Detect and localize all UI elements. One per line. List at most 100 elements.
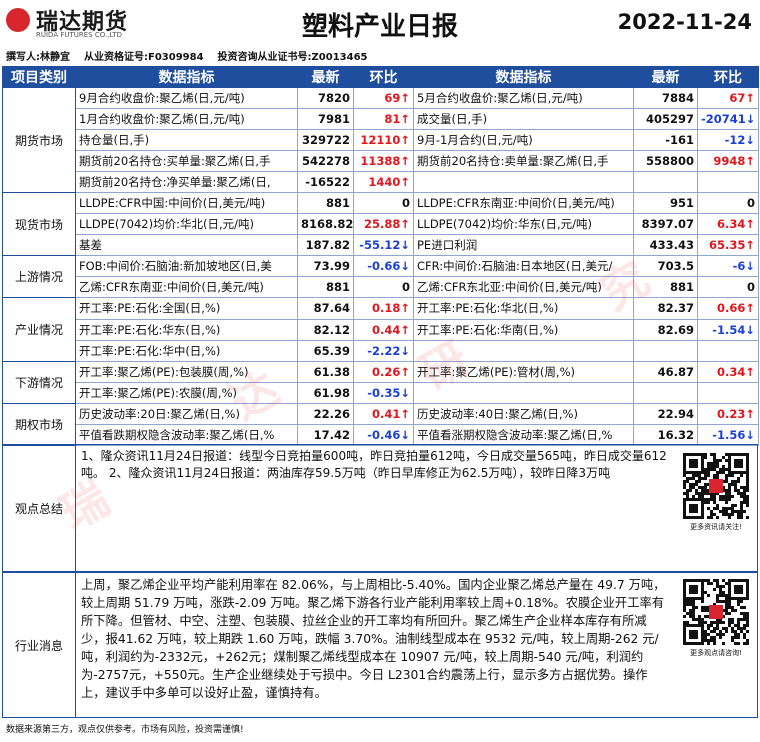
latest: 951 (633, 192, 698, 215)
empty-cell (697, 381, 759, 404)
empty-cell (413, 381, 634, 404)
indicator: CFR:中间价:石脑油:日本地区(日,美元/ (413, 255, 634, 278)
change: 11388↑ (353, 150, 414, 173)
empty-cell (413, 339, 634, 362)
logo-mark (6, 8, 30, 32)
latest: 7884 (633, 86, 698, 110)
indicator: 开工率:PE:石化:华中(日,%) (75, 339, 298, 362)
change: 1440↑ (353, 171, 414, 194)
change: 0.66↑ (697, 297, 759, 320)
column-header: 最新 (297, 66, 354, 88)
indicator: 持仓量(日,手) (75, 129, 298, 152)
latest: 433.43 (633, 234, 698, 257)
change: 0.44↑ (353, 318, 414, 341)
latest: 61.98 (297, 381, 354, 404)
change: -0.66↓ (353, 255, 414, 278)
change: 67↑ (697, 86, 759, 110)
latest: 881 (297, 276, 354, 299)
latest: 329722 (297, 129, 354, 152)
category: 期权市场 (2, 402, 76, 447)
change: -20741↓ (697, 108, 759, 131)
change: 81↑ (353, 108, 414, 131)
change: 0 (353, 192, 414, 215)
table-row: 下游情况 开工率:聚乙烯(PE):包装膜(周,%) 61.38 0.26↑ 开工率:聚乙… (2, 360, 759, 404)
latest: 82.37 (633, 297, 698, 320)
change: -1.56↓ (697, 423, 759, 447)
table-row: 开工率:PE:石化:华中(日,%) 65.39 -2.22↓ (3, 339, 759, 362)
indicator: 期货前20名持仓:买单量:聚乙烯(日,手 (75, 150, 298, 173)
latest: 881 (297, 192, 354, 215)
latest: 881 (633, 276, 698, 299)
change: 0.41↑ (353, 402, 414, 425)
category: 期货市场 (2, 86, 76, 194)
empty-cell (633, 339, 698, 362)
indicator: PE进口利润 (413, 234, 634, 257)
latest: 22.26 (297, 402, 354, 425)
indicator: 开工率:聚乙烯(PE):包装膜(周,%) (75, 360, 298, 383)
table-row: 平值看跌期权隐含波动率:聚乙烯(日,% 17.42 -0.46↓ 平值看涨期权隐含波动… (3, 423, 759, 447)
empty-cell (633, 171, 698, 194)
latest: 8397.07 (633, 213, 698, 236)
latest: -161 (633, 129, 698, 152)
empty-cell (697, 171, 759, 194)
indicator: LLDPE(7042)均价:华东(日,元/吨) (413, 213, 634, 236)
latest: 8168.82 (297, 213, 354, 236)
table-row: 乙烯:CFR东南亚:中间价(日,美元/吨) 881 0 乙烯:CFR东北亚:中间价(日… (3, 276, 759, 299)
indicator: 开工率:PE:石化:全国(日,%) (75, 297, 298, 320)
latest: 187.82 (297, 234, 354, 257)
change: 0.34↑ (697, 360, 759, 383)
indicator: 期货前20名持仓:卖单量:聚乙烯(日,手 (413, 150, 634, 173)
table-row: 开工率:聚乙烯(PE):农膜(周,%) 61.98 -0.35↓ (3, 381, 759, 404)
indicator: 开工率:聚乙烯(PE):管材(周,%) (413, 360, 634, 383)
title: 塑料产业日报 (301, 12, 458, 42)
data-table: 项目类别 数据指标 最新 环比 数据指标 最新 环比 期货市场 9月合约收盘价:聚乙烯(日,元… (2, 66, 759, 447)
empty-cell (633, 381, 698, 404)
license: 从业资格证号:F0309984 (84, 52, 204, 63)
block-label: 行业消息 (3, 573, 76, 717)
indicator: 平值看涨期权隐含波动率:聚乙烯(日,% (413, 423, 634, 447)
latest: 703.5 (633, 255, 698, 278)
block-label: 观点总结 (3, 445, 76, 571)
empty-cell (697, 339, 759, 362)
indicator: LLDPE:CFR东南亚:中间价(日,美元/吨) (413, 192, 634, 215)
change: 9948↑ (697, 150, 759, 173)
table-row: 开工率:PE:石化:华东(日,%) 82.12 0.44↑ 开工率:PE:石化:华南(… (3, 318, 759, 341)
latest: 61.38 (297, 360, 354, 383)
change: -12↓ (697, 129, 759, 152)
summary-text: 1、隆众资讯11月24日报道：线型今日竞拍量600吨，昨日竞拍量612吨，今日成… (81, 449, 667, 480)
indicator: 成交量(日,手) (413, 108, 634, 131)
latest: 405297 (633, 108, 698, 131)
qr-code: 更多观点请咨询! (683, 579, 749, 658)
author: 撰写人:林静宜 (6, 52, 70, 63)
latest: 22.94 (633, 402, 698, 425)
change: 0.18↑ (353, 297, 414, 320)
table-row: 期货前20名持仓:净买单量:聚乙烯(日, -16522 1440↑ (3, 171, 759, 194)
qr-image (683, 453, 749, 519)
latest: 7981 (297, 108, 354, 131)
change: 0.23↑ (697, 402, 759, 425)
footer: 数据来源第三方，观点仅供参考。市场有风险，投资需谨慎! (6, 725, 244, 735)
table-header: 项目类别 数据指标 最新 环比 数据指标 最新 环比 (2, 66, 759, 88)
indicator: 开工率:PE:石化:华南(日,%) (413, 318, 634, 341)
indicator: LLDPE(7042)均价:华北(日,元/吨) (75, 213, 298, 236)
indicator: 开工率:PE:石化:华北(日,%) (413, 297, 634, 320)
indicator: 开工率:聚乙烯(PE):农膜(周,%) (75, 381, 298, 404)
change: 0 (697, 276, 759, 299)
table-row: 1月合约收盘价:聚乙烯(日,元/吨) 7981 81↑ 成交量(日,手) 405297-… (3, 108, 759, 131)
change: 12110↑ (353, 129, 414, 152)
latest: 46.87 (633, 360, 698, 383)
license: 投资咨询从业证书号:Z0013465 (217, 52, 368, 63)
change: -0.46↓ (353, 423, 414, 447)
indicator: 乙烯:CFR东北亚:中间价(日,美元/吨) (413, 276, 634, 299)
indicator: 期货前20名持仓:净买单量:聚乙烯(日, (75, 171, 298, 194)
indicator: 9月-1月合约(日,元/吨) (413, 129, 634, 152)
change: -55.12↓ (353, 234, 414, 257)
table-row: 基差 187.82 -55.12↓ PE进口利润 433.43 65.35↑ (3, 234, 759, 257)
indicator: 历史波动率:20日:聚乙烯(日,%) (75, 402, 298, 425)
table-row: LLDPE(7042)均价:华北(日,元/吨) 8168.82 25.88↑ LLDP… (3, 213, 759, 236)
category: 产业情况 (2, 297, 76, 362)
date: 2022-11-24 (617, 10, 752, 34)
change: 69↑ (353, 86, 414, 110)
author-line: 撰写人:林静宜 从业资格证号:F0309984 投资咨询从业证书号:Z0013465 (6, 48, 382, 63)
